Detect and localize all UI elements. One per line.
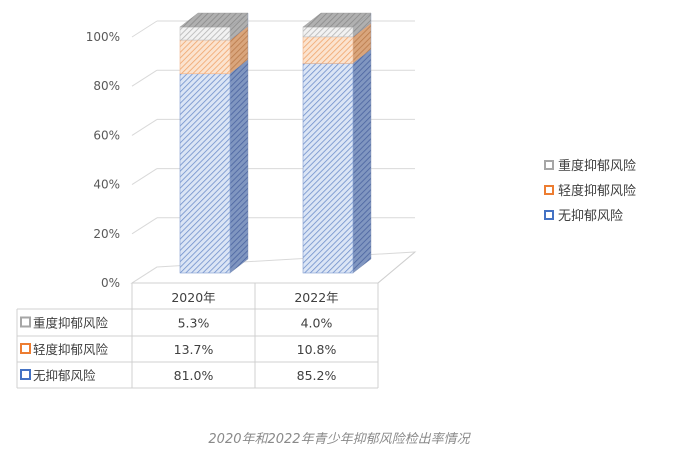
legend-swatch-icon (544, 210, 554, 220)
table-header-cell: 2022年 (294, 290, 338, 305)
table-legend-swatch-icon (20, 369, 31, 380)
gridlines (131, 20, 415, 284)
chart-floor (130, 251, 417, 284)
gridline-depth (131, 168, 158, 186)
legend-label: 无抑郁风险 (558, 209, 623, 224)
table-cell: 10.8% (297, 342, 337, 357)
bar-segment-轻度抑郁风险 (302, 36, 354, 64)
bars (179, 12, 372, 274)
table-cell: 85.2% (297, 368, 337, 383)
bar-segment-无抑郁风险 (179, 73, 231, 274)
bar-segment-无抑郁风险 (302, 63, 354, 274)
table-cell: 5.3% (178, 316, 210, 331)
bar-segment-重度抑郁风险 (179, 26, 231, 41)
table-row-label: 无抑郁风险 (33, 368, 96, 383)
y-tick-label: 20% (93, 227, 120, 241)
table-legend-swatch-icon (20, 316, 31, 328)
table-line (377, 251, 416, 284)
legend-label: 轻度抑郁风险 (558, 183, 636, 199)
gridline-depth (131, 217, 158, 235)
y-axis-ticks: 0% 20% 40% 60% 80% 100% (86, 30, 120, 290)
gridline-depth (131, 69, 158, 87)
table-cell: 13.7% (174, 342, 214, 357)
gridline-depth (131, 118, 158, 136)
bar-segment-side (352, 48, 372, 274)
table-row-label: 重度抑郁风险 (33, 316, 109, 331)
table-row-label: 轻度抑郁风险 (33, 342, 109, 357)
chart-caption: 2020年和2022年青少年抑郁风险检出率情况 (208, 432, 470, 447)
y-tick-label: 0% (101, 276, 120, 290)
bar-2022年 (302, 12, 372, 274)
y-tick-label: 80% (93, 79, 120, 93)
legend-label: 重度抑郁风险 (558, 158, 636, 174)
legend-swatch-icon (544, 185, 554, 195)
bar-segment-重度抑郁风险 (302, 26, 354, 38)
bar-segment-轻度抑郁风险 (179, 39, 231, 75)
table-cell: 81.0% (174, 368, 214, 383)
table-header-cell: 2020年 (171, 290, 215, 305)
table-cell: 4.0% (301, 316, 333, 331)
y-tick-label: 60% (93, 128, 120, 142)
bar-2020年 (179, 12, 249, 274)
gridline-depth (131, 20, 158, 38)
bar-segment-side (229, 59, 249, 274)
legend-swatch-icon (544, 160, 554, 170)
bar-top (302, 12, 372, 28)
table-legend-swatch-icon (20, 343, 31, 354)
y-tick-label: 40% (93, 178, 120, 192)
floor-outline (130, 251, 417, 284)
y-tick-label: 100% (86, 30, 120, 44)
bar-top (179, 12, 249, 28)
